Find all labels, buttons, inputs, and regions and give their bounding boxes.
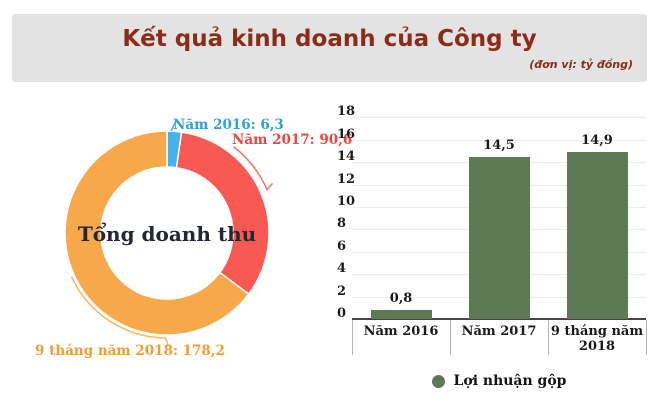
donut-center-label: Tổng doanh thu: [77, 222, 257, 246]
page-title: Kết quả kinh doanh của Công ty: [122, 26, 537, 52]
y-axis-tick-4: 4: [337, 261, 347, 277]
donut-callout-line-1: [233, 146, 274, 191]
x-axis-line: [352, 318, 646, 320]
y-axis-tick-12: 12: [337, 171, 356, 187]
x-axis-category-2: 9 tháng năm 2018: [550, 324, 644, 354]
donut-label-2017: Năm 2017: 90,6: [232, 132, 353, 148]
bar-1: [468, 156, 530, 319]
donut-label-2018: 9 tháng năm 2018: 178,2: [35, 343, 225, 359]
bar-value-label-1: 14,5: [483, 137, 515, 153]
y-axis-tick-2: 2: [337, 283, 347, 299]
x-axis-separator-2: [548, 320, 549, 355]
donut-slice-2: [64, 130, 250, 336]
y-axis-tick-14: 14: [337, 149, 356, 165]
unit-note: (đơn vị: tỷ đồng): [529, 58, 633, 71]
gross-profit-bar-chart: Lợi nhuận gộp 0 2 4 6 8 10 12 14 16 18 0,8 Năm 2016…: [330, 95, 660, 417]
donut-callout-line-0: [170, 120, 177, 132]
x-axis-category-1: Năm 2017: [461, 324, 537, 339]
bar-value-label-2: 14,9: [581, 133, 613, 149]
header-banner: Kết quả kinh doanh của Công ty (đơn vị: …: [12, 14, 647, 82]
x-axis-separator-3: [646, 320, 647, 355]
legend-label: Lợi nhuận gộp: [453, 373, 567, 389]
bar-value-label-0: 0,8: [389, 291, 413, 306]
donut-label-2016: Năm 2016: 6,3: [173, 117, 284, 133]
gridline-y18: [352, 117, 646, 119]
y-axis-tick-0: 0: [337, 306, 347, 321]
donut-callout-line-2: [70, 276, 170, 347]
y-axis-tick-10: 10: [337, 194, 356, 209]
gridline-y16: [352, 139, 646, 141]
revenue-donut-chart: [64, 120, 274, 347]
legend-marker-icon: [431, 374, 445, 388]
y-axis-tick-18: 18: [337, 104, 356, 120]
x-axis-category-0: Năm 2016: [363, 324, 439, 339]
legend: Lợi nhuận gộp: [352, 373, 646, 389]
donut-slice-1: [175, 131, 270, 296]
x-axis-separator-1: [450, 320, 451, 355]
bar-2: [566, 152, 628, 319]
y-axis-tick-6: 6: [337, 238, 347, 254]
y-axis-tick-8: 8: [337, 216, 347, 232]
y-axis-tick-16: 16: [337, 126, 356, 142]
bar-0: [370, 310, 432, 319]
x-axis-separator-0: [352, 320, 353, 355]
